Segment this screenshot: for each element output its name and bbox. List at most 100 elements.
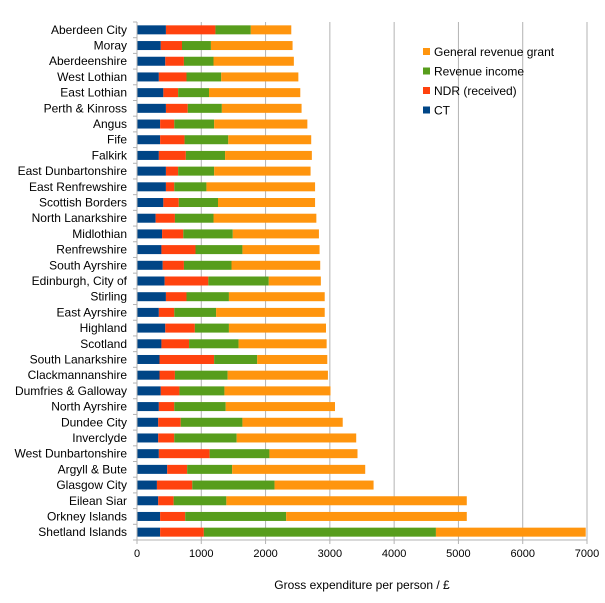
bar-segment-ct [137, 276, 165, 286]
bar-segment-ndr-received- [163, 198, 179, 208]
legend-swatch [423, 67, 430, 75]
legend-label: Revenue income [434, 65, 524, 79]
category-label: Angus [93, 117, 127, 131]
bar-segment-revenue-income [178, 88, 209, 98]
bar-segment-ct [137, 88, 164, 98]
legend-label: General revenue grant [434, 45, 555, 59]
bar-segment-ct [137, 292, 166, 302]
bar-segment-revenue-income [174, 370, 228, 380]
x-tick-label: 1000 [189, 548, 213, 560]
bar-segment-general-revenue-grant [206, 182, 316, 192]
bar-segment-general-revenue-grant [213, 213, 317, 223]
bar-segment-revenue-income [173, 496, 227, 506]
category-label: East Renfrewshire [29, 180, 127, 194]
bar-segment-ct [137, 119, 161, 129]
category-label: Perth & Kinross [44, 101, 127, 115]
bar-segment-general-revenue-grant [286, 511, 467, 521]
bar-segment-ndr-received- [161, 245, 196, 255]
bar-segment-revenue-income [174, 402, 226, 412]
x-tick-label: 4000 [382, 548, 406, 560]
bar-segment-revenue-income [186, 292, 229, 302]
bar-segment-ndr-received- [158, 496, 174, 506]
bar-segment-general-revenue-grant [209, 88, 301, 98]
bar-segment-ndr-received- [161, 339, 190, 349]
bar-segment-revenue-income [178, 166, 215, 176]
bar-segment-general-revenue-grant [269, 449, 358, 459]
bar-segment-general-revenue-grant [225, 402, 335, 412]
bar-segment-ct [137, 433, 159, 443]
category-label: Orkney Islands [47, 509, 127, 523]
bar-segment-ndr-received- [167, 464, 188, 474]
bar-segment-ndr-received- [160, 135, 185, 145]
bar-segment-revenue-income [209, 449, 270, 459]
bar-segment-general-revenue-grant [236, 433, 357, 443]
bar-segment-revenue-income [183, 56, 214, 66]
category-label: Dumfries & Galloway [15, 384, 127, 398]
x-tick-label: 7000 [575, 548, 599, 560]
bar-segment-ct [137, 496, 159, 506]
bar-segment-general-revenue-grant [435, 527, 586, 537]
bar-segment-revenue-income [174, 433, 237, 443]
category-label: North Ayrshire [51, 400, 127, 414]
x-tick-label: 5000 [446, 548, 470, 560]
legend-label: CT [434, 104, 451, 118]
x-axis-ticks: 0 1000 2000 3000 4000 5000 6000 7000 [134, 540, 599, 560]
category-label: East Dunbartonshire [18, 164, 128, 178]
bar-segment-ndr-received- [160, 386, 180, 396]
bar-segment-general-revenue-grant [232, 229, 319, 239]
bar-segment-ct [137, 402, 159, 412]
bar-segment-ndr-received- [155, 213, 175, 223]
category-label: South Ayrshire [49, 258, 127, 272]
legend-swatch [423, 48, 430, 55]
bar-segment-general-revenue-grant [228, 323, 326, 333]
category-label: Shetland Islands [38, 525, 127, 539]
bar-segment-ndr-received- [165, 182, 175, 192]
bar-segment-revenue-income [194, 323, 229, 333]
category-label: Stirling [90, 290, 127, 304]
bar-segment-ct [137, 41, 161, 51]
bar-segment-general-revenue-grant [214, 166, 311, 176]
bar-segment-general-revenue-grant [231, 260, 321, 270]
bar-segment-revenue-income [203, 527, 436, 537]
bar-segment-ct [137, 323, 166, 333]
bar-segment-ct [137, 72, 159, 82]
bar-segment-revenue-income [208, 276, 269, 286]
bar-segment-revenue-income [215, 25, 251, 35]
category-label: Falkirk [92, 148, 128, 162]
bar-segment-ndr-received- [165, 103, 188, 113]
bar-segment-ndr-received- [162, 260, 184, 270]
bar-segment-general-revenue-grant [221, 103, 302, 113]
bar-segment-revenue-income [195, 245, 243, 255]
bar-segment-general-revenue-grant [242, 245, 320, 255]
bar-segment-ndr-received- [158, 150, 186, 160]
bar-segment-revenue-income [183, 260, 232, 270]
bar-segment-ndr-received- [158, 433, 175, 443]
x-axis-title: Gross expenditure per person / £ [274, 578, 450, 592]
bar-segment-ct [137, 339, 162, 349]
bar-segment-ndr-received- [165, 323, 195, 333]
bar-segment-revenue-income [189, 339, 239, 349]
bar-segment-ct [137, 511, 161, 521]
bar-segment-revenue-income [180, 417, 243, 427]
bar-segment-ct [137, 56, 166, 66]
category-label: Moray [94, 39, 127, 53]
category-label: Scottish Borders [39, 196, 127, 210]
bar-segment-ct [137, 198, 164, 208]
bar-segment-general-revenue-grant [250, 25, 292, 35]
category-label: Scotland [80, 337, 127, 351]
bar-segment-ct [137, 229, 163, 239]
bar-segment-ct [137, 213, 156, 223]
bar-segment-ndr-received- [158, 417, 181, 427]
bar-segment-revenue-income [185, 150, 226, 160]
bar-segment-ct [137, 307, 159, 317]
bar-segment-revenue-income [174, 307, 217, 317]
bar-segment-ndr-received- [164, 276, 209, 286]
bar-segment-ndr-received- [160, 527, 204, 537]
bar-segment-general-revenue-grant [257, 354, 328, 364]
bar-segment-general-revenue-grant [216, 307, 325, 317]
bar-segment-ndr-received- [156, 480, 193, 490]
bar-segment-ndr-received- [159, 370, 175, 380]
bar-segment-revenue-income [186, 72, 222, 82]
bar-segment-general-revenue-grant [214, 119, 308, 129]
bar-segment-ct [137, 103, 166, 113]
